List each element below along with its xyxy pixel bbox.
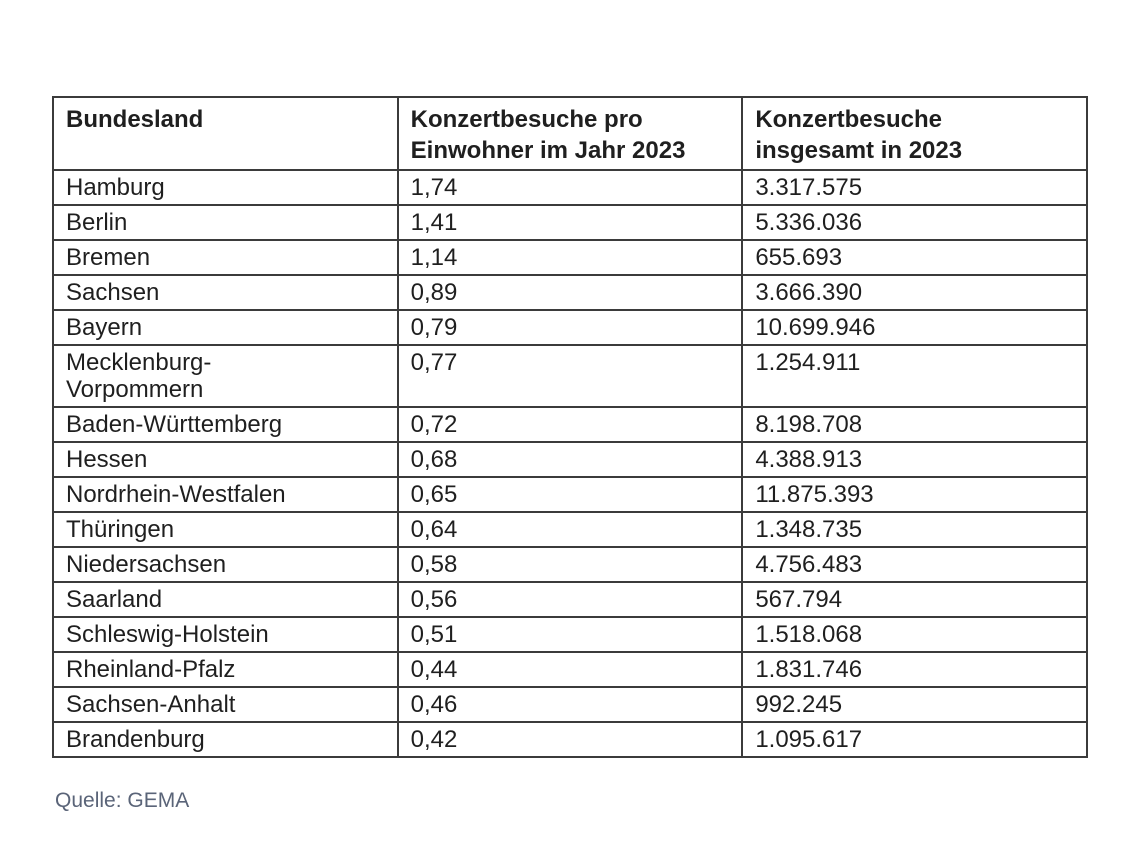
cell-per-inhabitant: 0,72 — [396, 406, 744, 443]
table-header-row: Bundesland Konzertbesuche pro Einwohner i… — [52, 96, 1088, 171]
table-row: Rheinland-Pfalz 0,44 1.831.746 — [52, 651, 1088, 688]
cell-total: 567.794 — [741, 581, 1088, 618]
table-row: Schleswig-Holstein 0,51 1.518.068 — [52, 616, 1088, 653]
cell-state: Hessen — [52, 441, 399, 478]
cell-state: Niedersachsen — [52, 546, 399, 583]
table-row: Thüringen 0,64 1.348.735 — [52, 511, 1088, 548]
cell-total: 3.317.575 — [741, 169, 1088, 206]
table-row: Hamburg 1,74 3.317.575 — [52, 169, 1088, 206]
cell-state: Hamburg — [52, 169, 399, 206]
column-header: Bundesland — [52, 96, 399, 171]
cell-state: Nordrhein-Westfalen — [52, 476, 399, 513]
table-row: Bremen 1,14 655.693 — [52, 239, 1088, 276]
cell-per-inhabitant: 0,77 — [396, 344, 744, 408]
source-caption: Quelle: GEMA — [55, 789, 190, 812]
cell-per-inhabitant: 0,56 — [396, 581, 744, 618]
table-row: Bayern 0,79 10.699.946 — [52, 309, 1088, 346]
cell-state: Baden-Württemberg — [52, 406, 399, 443]
cell-per-inhabitant: 1,41 — [396, 204, 744, 241]
table-row: Brandenburg 0,42 1.095.617 — [52, 721, 1088, 758]
cell-state: Sachsen-Anhalt — [52, 686, 399, 723]
cell-per-inhabitant: 0,68 — [396, 441, 744, 478]
cell-state: Bayern — [52, 309, 399, 346]
cell-per-inhabitant: 0,58 — [396, 546, 744, 583]
cell-total: 1.518.068 — [741, 616, 1088, 653]
cell-total: 1.254.911 — [741, 344, 1088, 408]
table-head: Bundesland Konzertbesuche pro Einwohner i… — [52, 96, 1088, 171]
cell-total: 655.693 — [741, 239, 1088, 276]
cell-per-inhabitant: 1,14 — [396, 239, 744, 276]
table-row: Berlin 1,41 5.336.036 — [52, 204, 1088, 241]
cell-per-inhabitant: 0,44 — [396, 651, 744, 688]
cell-state: Brandenburg — [52, 721, 399, 758]
table-row: Sachsen 0,89 3.666.390 — [52, 274, 1088, 311]
cell-total: 8.198.708 — [741, 406, 1088, 443]
table-row: Nordrhein-Westfalen 0,65 11.875.393 — [52, 476, 1088, 513]
cell-per-inhabitant: 0,51 — [396, 616, 744, 653]
cell-state: Sachsen — [52, 274, 399, 311]
table-body: Hamburg 1,74 3.317.575 Berlin 1,41 5.336.036 B… — [52, 169, 1088, 758]
cell-total: 992.245 — [741, 686, 1088, 723]
cell-total: 4.388.913 — [741, 441, 1088, 478]
cell-total: 3.666.390 — [741, 274, 1088, 311]
cell-state: Saarland — [52, 581, 399, 618]
cell-state: Berlin — [52, 204, 399, 241]
table-row: Baden-Württemberg 0,72 8.198.708 — [52, 406, 1088, 443]
cell-total: 1.095.617 — [741, 721, 1088, 758]
cell-total: 1.348.735 — [741, 511, 1088, 548]
table-row: Hessen 0,68 4.388.913 — [52, 441, 1088, 478]
table-row: Niedersachsen 0,58 4.756.483 — [52, 546, 1088, 583]
cell-total: 10.699.946 — [741, 309, 1088, 346]
cell-per-inhabitant: 0,79 — [396, 309, 744, 346]
column-header: Konzertbesuche pro Einwohner im Jahr 202… — [396, 96, 744, 171]
cell-state: Thüringen — [52, 511, 399, 548]
cell-per-inhabitant: 0,42 — [396, 721, 744, 758]
cell-total: 1.831.746 — [741, 651, 1088, 688]
cell-state: Bremen — [52, 239, 399, 276]
cell-per-inhabitant: 0,46 — [396, 686, 744, 723]
cell-total: 4.756.483 — [741, 546, 1088, 583]
cell-per-inhabitant: 0,65 — [396, 476, 744, 513]
cell-state: Schleswig-Holstein — [52, 616, 399, 653]
cell-per-inhabitant: 0,64 — [396, 511, 744, 548]
table-row: Sachsen-Anhalt 0,46 992.245 — [52, 686, 1088, 723]
concert-visits-table: Bundesland Konzertbesuche pro Einwohner i… — [52, 96, 1088, 758]
cell-total: 11.875.393 — [741, 476, 1088, 513]
column-header: Konzertbesuche insgesamt in 2023 — [741, 96, 1088, 171]
cell-per-inhabitant: 1,74 — [396, 169, 744, 206]
cell-state: Rheinland-Pfalz — [52, 651, 399, 688]
cell-per-inhabitant: 0,89 — [396, 274, 744, 311]
table-row: Mecklenburg- Vorpommern 0,77 1.254.911 — [52, 344, 1088, 408]
cell-state: Mecklenburg- Vorpommern — [52, 344, 399, 408]
cell-total: 5.336.036 — [741, 204, 1088, 241]
table-row: Saarland 0,56 567.794 — [52, 581, 1088, 618]
